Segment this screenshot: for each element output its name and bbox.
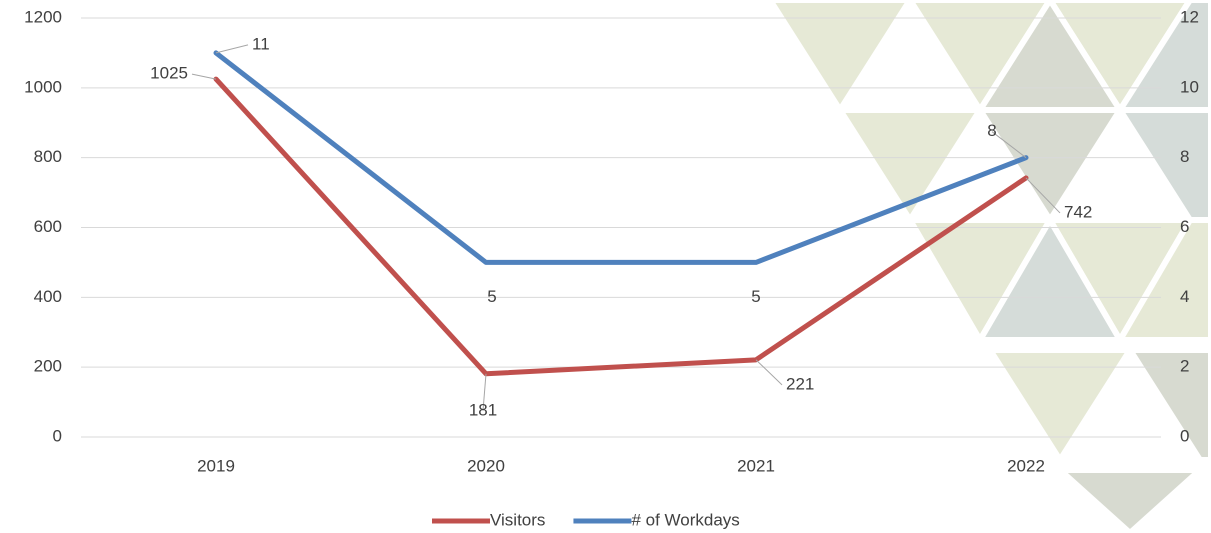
legend-label: Visitors [490,510,545,529]
y2-tick-label: 2 [1180,357,1189,376]
y2-tick-label: 0 [1180,426,1189,445]
leader-line [215,44,249,54]
leader-line [482,373,487,411]
y-tick-label: 600 [34,217,62,236]
y-tick-label: 800 [34,147,62,166]
series-line [213,76,1029,377]
data-label: 11 [252,34,270,53]
y-tick-label: 1000 [24,77,62,96]
y2-tick-label: 8 [1180,147,1189,166]
background-pattern [766,0,1211,533]
y2-tick-label: 12 [1180,7,1199,26]
series-line [213,50,1029,265]
data-label: 221 [786,374,814,393]
y2-tick-label: 4 [1180,287,1189,306]
leader-line [755,359,783,386]
y-tick-label: 0 [53,426,62,445]
data-label: 5 [487,287,496,306]
y2-tick-label: 6 [1180,217,1189,236]
x-tick-label: 2021 [737,456,775,475]
leader-line [191,73,217,80]
data-label: 5 [751,287,760,306]
data-label: 742 [1064,202,1092,221]
data-label: 8 [987,121,996,140]
y-tick-label: 200 [34,357,62,376]
x-tick-label: 2019 [197,456,235,475]
leader-line [1025,177,1061,214]
data-label: 181 [469,400,497,419]
y-tick-label: 1200 [24,7,62,26]
x-tick-label: 2020 [467,456,505,475]
x-tick-label: 2022 [1007,456,1045,475]
data-label: 1025 [150,64,188,83]
leader-line [991,131,1027,159]
y-tick-label: 400 [34,287,62,306]
legend-label: # of Workdays [631,510,739,529]
y2-tick-label: 10 [1180,77,1199,96]
